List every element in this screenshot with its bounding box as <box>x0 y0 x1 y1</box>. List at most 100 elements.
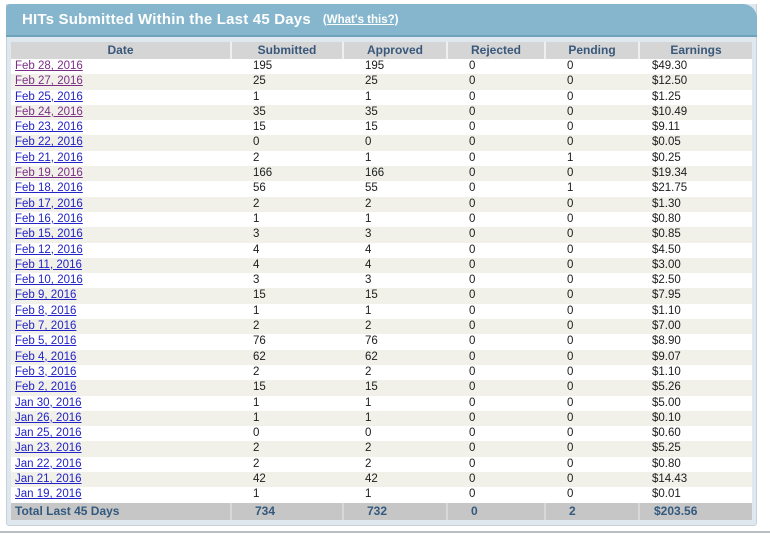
date-link[interactable]: Feb 5, 2016 <box>15 335 77 348</box>
submitted-cell: 166 <box>253 167 273 180</box>
approved-cell: 15 <box>365 381 378 394</box>
total-label: Total Last 45 Days <box>15 503 120 518</box>
date-link[interactable]: Feb 22, 2016 <box>15 136 83 149</box>
date-link[interactable]: Jan 26, 2016 <box>15 411 82 424</box>
submitted-cell: 2 <box>253 151 260 164</box>
date-link[interactable]: Jan 19, 2016 <box>15 488 82 501</box>
date-cell: Feb 10, 2016 <box>11 273 230 288</box>
rejected-cell: 0 <box>469 121 476 134</box>
pending-cell: 0 <box>567 411 574 424</box>
date-link[interactable]: Feb 19, 2016 <box>15 167 83 180</box>
approved-cell: 1 <box>365 304 372 317</box>
date-cell: Feb 3, 2016 <box>11 365 230 380</box>
table-row: Jan 22, 2016 2 2 0 0 $0.80 <box>11 457 752 472</box>
date-cell: Feb 15, 2016 <box>11 227 230 242</box>
date-cell: Jan 19, 2016 <box>11 487 230 502</box>
date-link[interactable]: Feb 8, 2016 <box>15 304 77 317</box>
approved-cell: 1 <box>365 90 372 103</box>
date-link[interactable]: Feb 25, 2016 <box>15 90 83 103</box>
date-link[interactable]: Feb 24, 2016 <box>15 105 83 118</box>
approved-cell: 3 <box>365 228 372 241</box>
approved-cell: 166 <box>365 167 385 180</box>
date-link[interactable]: Feb 11, 2016 <box>15 258 82 271</box>
earnings-cell: $7.00 <box>652 320 681 333</box>
date-link[interactable]: Feb 23, 2016 <box>15 121 83 134</box>
earnings-cell: $9.07 <box>652 350 681 363</box>
submitted-cell: 56 <box>253 182 266 195</box>
approved-cell: 2 <box>365 442 372 455</box>
date-cell: Feb 16, 2016 <box>11 212 230 227</box>
pending-cell: 0 <box>567 289 574 302</box>
approved-cell: 195 <box>365 60 385 72</box>
submitted-cell: 195 <box>253 60 273 72</box>
earnings-cell: $14.43 <box>652 473 688 486</box>
earnings-cell: $1.25 <box>652 90 681 103</box>
approved-cell: 1 <box>365 396 372 409</box>
total-approved: 732 <box>342 502 446 520</box>
column-header-rejected: Rejected <box>446 42 544 59</box>
date-cell: Jan 22, 2016 <box>11 457 230 472</box>
rejected-cell: 0 <box>469 442 476 455</box>
approved-cell: 3 <box>365 274 372 287</box>
rejected-cell: 0 <box>469 90 476 103</box>
table-row: Feb 25, 2016 1 1 0 0 $1.25 <box>11 90 752 105</box>
date-link[interactable]: Jan 25, 2016 <box>15 427 82 440</box>
earnings-cell: $0.25 <box>652 151 681 164</box>
date-link[interactable]: Feb 15, 2016 <box>15 228 83 241</box>
submitted-cell: 15 <box>253 381 266 394</box>
date-link[interactable]: Jan 30, 2016 <box>15 396 82 409</box>
submitted-cell: 2 <box>253 457 260 470</box>
rejected-cell: 0 <box>469 350 476 363</box>
approved-cell: 4 <box>365 243 372 256</box>
approved-cell: 62 <box>365 350 378 363</box>
date-link[interactable]: Feb 16, 2016 <box>15 212 83 225</box>
date-link[interactable]: Feb 7, 2016 <box>15 320 77 333</box>
date-link[interactable]: Feb 3, 2016 <box>15 365 77 378</box>
date-cell: Feb 12, 2016 <box>11 243 230 258</box>
date-link[interactable]: Feb 10, 2016 <box>15 274 83 287</box>
date-cell: Feb 2, 2016 <box>11 380 230 395</box>
approved-cell: 4 <box>365 258 372 271</box>
date-link[interactable]: Feb 21, 2016 <box>15 151 83 164</box>
rejected-cell: 0 <box>469 457 476 470</box>
column-header-date: Date <box>107 43 134 57</box>
whats-this-link[interactable]: (What's this?) <box>322 13 399 26</box>
date-link[interactable]: Feb 9, 2016 <box>15 289 77 302</box>
date-link[interactable]: Feb 4, 2016 <box>15 350 77 363</box>
date-link[interactable]: Feb 2, 2016 <box>15 381 77 394</box>
pending-cell: 0 <box>567 197 574 210</box>
date-link[interactable]: Feb 18, 2016 <box>15 182 83 195</box>
date-link[interactable]: Jan 22, 2016 <box>15 457 82 470</box>
date-link[interactable]: Feb 12, 2016 <box>15 243 83 256</box>
approved-cell: 0 <box>365 136 372 149</box>
pending-cell: 0 <box>567 335 574 348</box>
date-link[interactable]: Jan 23, 2016 <box>15 442 82 455</box>
date-cell: Feb 9, 2016 <box>11 288 230 303</box>
table-total-row: Total Last 45 Days 734 732 0 2 $203.56 <box>11 502 752 520</box>
rejected-cell: 0 <box>469 151 476 164</box>
earnings-cell: $0.10 <box>652 411 681 424</box>
pending-cell: 0 <box>567 90 574 103</box>
rejected-cell: 0 <box>469 105 476 118</box>
date-link[interactable]: Feb 27, 2016 <box>15 75 83 88</box>
table-row: Feb 2, 2016 15 15 0 0 $5.26 <box>11 380 752 396</box>
approved-cell: 1 <box>365 411 372 424</box>
date-cell: Jan 30, 2016 <box>11 396 230 411</box>
submitted-cell: 2 <box>253 442 260 455</box>
earnings-cell: $19.34 <box>652 167 688 180</box>
submitted-cell: 42 <box>253 473 266 486</box>
date-link[interactable]: Feb 17, 2016 <box>15 197 83 210</box>
rejected-cell: 0 <box>469 197 476 210</box>
earnings-cell: $5.00 <box>652 396 681 409</box>
rejected-cell: 0 <box>469 304 476 317</box>
table-body: Feb 28, 2016 195 195 0 0 $49.30 Feb 27, 2016 25… <box>11 59 752 503</box>
pending-cell: 1 <box>567 182 574 195</box>
date-link[interactable]: Jan 21, 2016 <box>15 473 82 486</box>
table-row: Feb 9, 2016 15 15 0 0 $7.95 <box>11 288 752 304</box>
date-link[interactable]: Feb 28, 2016 <box>15 60 83 72</box>
table-row: Feb 27, 2016 25 25 0 0 $12.50 <box>11 74 752 90</box>
earnings-cell: $9.11 <box>652 121 680 134</box>
approved-cell: 1 <box>365 151 372 164</box>
table-row: Feb 15, 2016 3 3 0 0 $0.85 <box>11 227 752 243</box>
date-cell: Feb 28, 2016 <box>11 59 230 74</box>
